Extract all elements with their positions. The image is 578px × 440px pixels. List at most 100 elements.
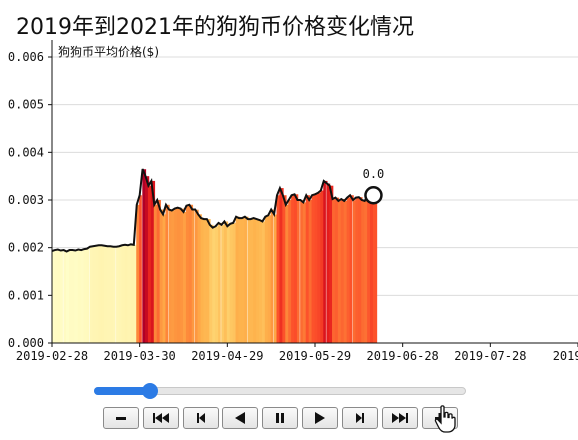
y-tick-label: 0.002 <box>8 241 44 255</box>
minus-button[interactable] <box>103 407 139 429</box>
play-reverse-icon <box>235 412 245 424</box>
area-fill-bar <box>294 194 299 343</box>
area-fill-bar <box>232 222 237 343</box>
step-back-button[interactable] <box>183 407 219 429</box>
area-fill-bar <box>226 226 232 343</box>
area-fill-bar <box>244 216 249 343</box>
skip-to-end-button[interactable] <box>382 407 418 429</box>
minus-icon <box>116 417 126 420</box>
area-fill-bar <box>302 202 308 343</box>
area-fill-bar <box>171 210 176 343</box>
area-fill-bar <box>52 251 56 343</box>
play-button[interactable] <box>302 407 338 429</box>
area-fill-bar <box>235 216 240 343</box>
area-fill-bar <box>121 245 126 343</box>
area-fill-bar <box>206 219 211 343</box>
area-fill-bar <box>57 249 62 343</box>
area-fill-bar <box>95 245 100 343</box>
area-fill-bar <box>209 224 214 343</box>
area-fill-bar <box>127 245 132 343</box>
skip-to-end-icon <box>392 413 408 423</box>
area-fill-bar <box>98 245 103 343</box>
area-fill-bar <box>329 185 334 343</box>
y-axis: 0.000 0.001 0.002 0.003 0.004 0.005 0.006 <box>8 50 52 350</box>
step-forward-button[interactable] <box>342 407 378 429</box>
area-fill-bar <box>86 248 91 343</box>
chart-title: 2019年到2021年的狗狗币价格变化情况 <box>16 15 414 40</box>
play-icon <box>315 412 325 424</box>
area-fill-bar <box>264 216 270 343</box>
area-fill-bar <box>118 246 123 343</box>
area-fill-bar <box>223 221 229 343</box>
area-fill-bar <box>308 200 313 343</box>
x-tick-label: 2019-08 <box>553 349 578 363</box>
area-fill-bar <box>54 250 59 343</box>
slider-thumb[interactable] <box>141 383 158 399</box>
area-fill-bar <box>200 218 205 343</box>
area-fill-bar <box>107 246 112 343</box>
current-price-label: 0.0 <box>363 167 385 181</box>
area-fill-bar <box>258 220 264 343</box>
area-fill-bar <box>334 197 340 343</box>
area-fill-bar <box>150 180 156 343</box>
slider-fill <box>94 387 150 395</box>
area-fill-bar <box>241 218 246 343</box>
area-fill-bar <box>71 250 77 343</box>
area-fill-bar <box>238 218 243 343</box>
area-fill-bar <box>229 223 234 343</box>
skip-to-start-button[interactable] <box>143 407 179 429</box>
price-line <box>51 168 375 253</box>
x-tick-label: 2019-05-29 <box>279 349 351 363</box>
area-fill-bar <box>109 246 115 343</box>
area-fill-bar <box>291 195 296 343</box>
area-fill-bar <box>136 204 141 343</box>
x-tick-label: 2019-04-29 <box>191 349 263 363</box>
y-tick-label: 0.005 <box>8 98 44 112</box>
frame-slider[interactable] <box>94 383 466 399</box>
area-fill-bar <box>153 204 158 343</box>
area-fill-bar <box>104 245 109 343</box>
area-fill-bar <box>83 249 88 343</box>
area-fill-bar <box>159 209 164 343</box>
area-fill-bar <box>288 200 293 343</box>
area-fill-bar <box>320 190 325 343</box>
area-fill-bar <box>80 250 85 343</box>
area-fill-bar <box>332 199 337 343</box>
y-tick-label: 0.003 <box>8 193 44 207</box>
area-fill-bar <box>370 192 375 343</box>
area-fill-bar <box>305 195 310 343</box>
area-fill-bar <box>267 215 272 343</box>
area-fill-bar <box>346 197 351 343</box>
area-fill-bar <box>282 195 287 343</box>
area-fill-bar <box>124 244 129 343</box>
area-fill-bar <box>212 227 217 343</box>
area-fill-bar <box>285 204 290 343</box>
area-fill-bar <box>145 176 150 343</box>
step-forward-icon <box>356 413 364 423</box>
y-axis-label: 狗狗币平均价格($) <box>58 44 159 59</box>
pause-button[interactable] <box>262 407 298 429</box>
play-reverse-button[interactable] <box>222 407 258 429</box>
area-fill-bar <box>66 251 71 343</box>
step-back-icon <box>197 413 205 423</box>
area-fill-bar <box>133 244 138 343</box>
area-fill-bar <box>340 199 346 343</box>
area-fill-bar <box>343 200 348 343</box>
area-fill-bar <box>349 195 354 343</box>
area-fill-bar <box>174 208 179 343</box>
area-fill-bar <box>180 208 185 343</box>
area-fill-bar <box>218 222 223 343</box>
area-fill-bar <box>147 185 153 343</box>
area-fill-bar <box>101 245 106 343</box>
pause-icon <box>276 413 284 423</box>
area-fill-bar <box>162 214 167 343</box>
area-fill-bar <box>270 209 275 343</box>
area-fill-bar <box>253 218 258 343</box>
x-tick-label: 2019-07-28 <box>454 349 526 363</box>
area-fill-bar <box>311 195 316 343</box>
y-tick-label: 0.000 <box>8 336 44 350</box>
area-fill-bar <box>183 211 188 343</box>
area-fill-bar <box>358 197 363 343</box>
area-fill-bar <box>74 250 80 343</box>
area-fill-bar <box>256 219 261 343</box>
